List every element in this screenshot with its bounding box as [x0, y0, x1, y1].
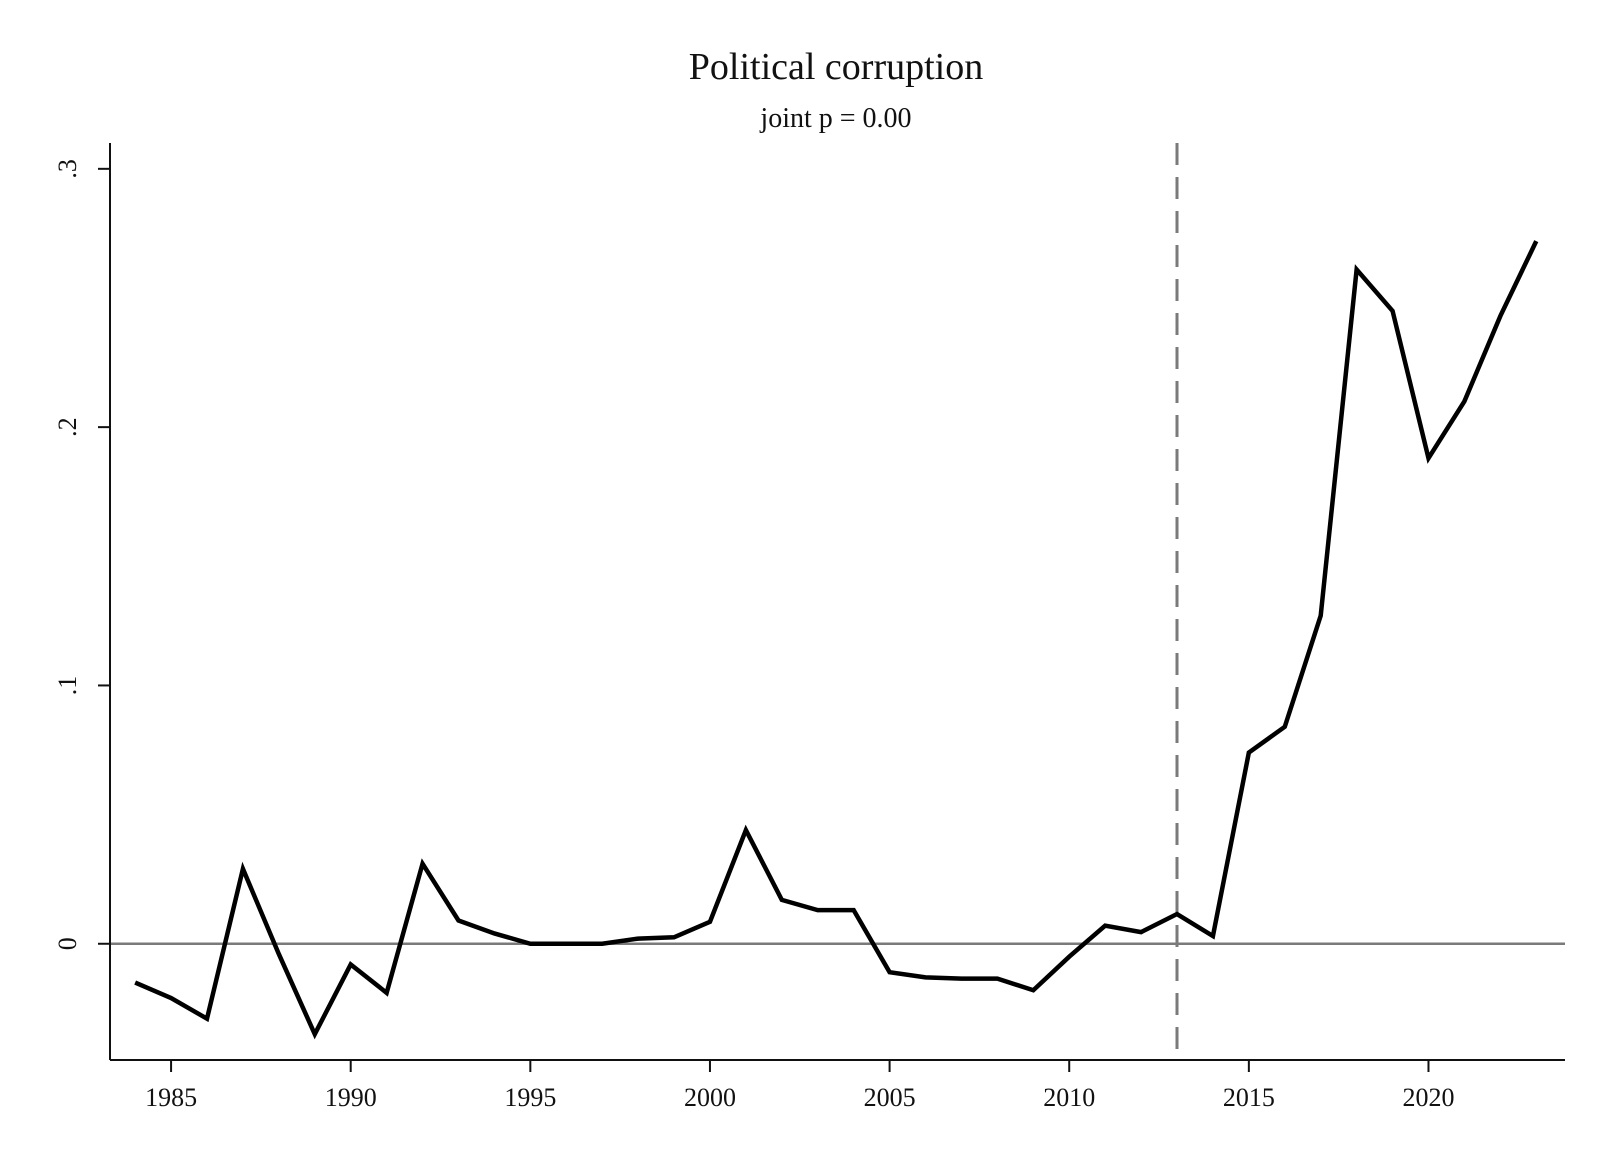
data-point-2016	[1283, 725, 1287, 729]
data-point-2013	[1175, 912, 1179, 916]
data-point-2015	[1247, 751, 1251, 755]
data-point-2004	[852, 908, 856, 912]
series-line	[134, 240, 1539, 1040]
x-tick-label-1985: 1985	[145, 1083, 197, 1112]
data-point-1996	[564, 942, 568, 946]
data-point-1998	[636, 937, 640, 941]
y-tick-label-0: 0	[53, 937, 82, 950]
data-point-2010	[1067, 955, 1071, 959]
data-point-2002	[780, 898, 784, 902]
data-point-1985	[169, 996, 173, 1000]
data-point-1987	[241, 867, 245, 871]
data-point-1984	[133, 981, 137, 985]
data-point-1988	[277, 952, 281, 956]
data-point-2021	[1462, 399, 1466, 403]
data-point-2011	[1103, 924, 1107, 928]
data-point-2012	[1139, 930, 1143, 934]
data-point-2009	[1031, 988, 1035, 992]
y-tick-label-2: .2	[53, 417, 82, 437]
data-point-2006	[924, 975, 928, 979]
data-point-2001	[744, 828, 748, 832]
plot-area	[110, 143, 1565, 1060]
data-point-2014	[1211, 934, 1215, 938]
data-point-1993	[456, 919, 460, 923]
data-point-2003	[816, 908, 820, 912]
data-point-2019	[1391, 309, 1395, 313]
y-tick-label-3: .3	[53, 159, 82, 179]
data-point-2023	[1534, 239, 1538, 243]
x-tick-label-2015: 2015	[1223, 1083, 1275, 1112]
x-tick-label-2020: 2020	[1402, 1083, 1454, 1112]
data-point-2020	[1426, 456, 1430, 460]
data-point-1990	[349, 962, 353, 966]
data-point-1994	[492, 931, 496, 935]
x-tick-label-2010: 2010	[1043, 1083, 1095, 1112]
data-point-1989	[313, 1032, 317, 1036]
x-tick-label-2005: 2005	[864, 1083, 916, 1112]
data-point-2005	[888, 970, 892, 974]
chart-title: Political corruption	[689, 46, 983, 88]
chart-subtitle: joint p = 0.00	[759, 103, 911, 134]
x-tick-label-2000: 2000	[684, 1083, 736, 1112]
data-point-1992	[421, 862, 425, 866]
data-point-2018	[1355, 268, 1359, 272]
data-point-1991	[385, 991, 389, 995]
data-point-1997	[600, 942, 604, 946]
y-axis-ticks: 0 .1 .2 .3	[53, 159, 110, 950]
data-point-2017	[1319, 614, 1323, 618]
data-point-2022	[1498, 314, 1502, 318]
data-point-1999	[672, 935, 676, 939]
x-tick-label-1990: 1990	[325, 1083, 377, 1112]
data-point-1995	[528, 942, 532, 946]
data-point-2007	[959, 977, 963, 981]
x-axis-ticks: 1985 1990 1995 2000 2005 2010 2015 2020	[145, 1060, 1454, 1112]
data-point-2008	[995, 977, 999, 981]
x-tick-label-1995: 1995	[504, 1083, 556, 1112]
data-points	[133, 239, 1538, 1036]
data-point-2000	[708, 920, 712, 924]
y-tick-label-1: .1	[53, 676, 82, 696]
data-point-1986	[205, 1017, 209, 1021]
